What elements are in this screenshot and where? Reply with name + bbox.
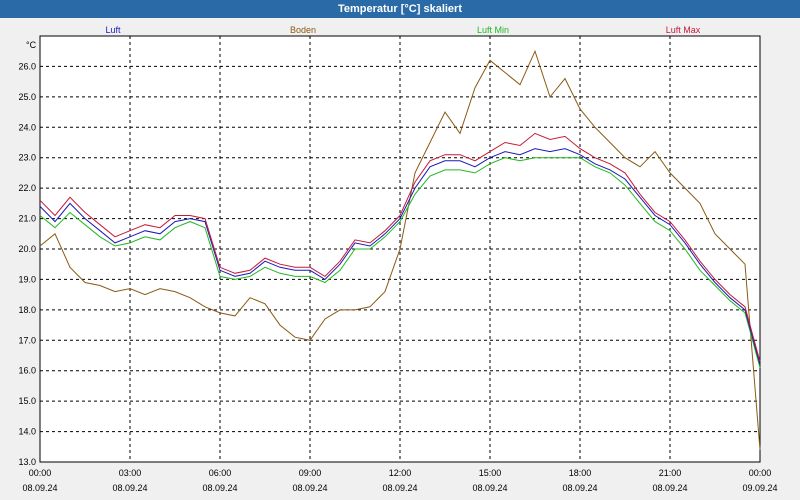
y-tick-label: 26.0 bbox=[18, 61, 36, 71]
x-tick-time: 03:00 bbox=[119, 468, 142, 478]
x-tick-time: 18:00 bbox=[569, 468, 592, 478]
y-tick-label: 17.0 bbox=[18, 335, 36, 345]
y-tick-label: 15.0 bbox=[18, 396, 36, 406]
legend-luft_min: Luft Min bbox=[477, 25, 509, 35]
x-tick-date: 08.09.24 bbox=[382, 483, 417, 493]
x-axis: 00:00 08.09.24 03:00 08.09.24 06:00 08.09.24 0… bbox=[22, 468, 777, 493]
y-tick-label: 16.0 bbox=[18, 366, 36, 376]
x-tick-time: 09:00 bbox=[299, 468, 322, 478]
x-tick-date: 08.09.24 bbox=[472, 483, 507, 493]
x-tick-date: 08.09.24 bbox=[652, 483, 687, 493]
y-tick-label: 22.0 bbox=[18, 183, 36, 193]
grid-lines bbox=[40, 36, 760, 462]
x-tick-time: 21:00 bbox=[659, 468, 682, 478]
temperature-chart: 13.0 14.0 15.0 16.0 17.0 18.0 19.0 20.0 21.0 22.0… bbox=[18, 25, 777, 493]
series-line-boden bbox=[39, 49, 761, 450]
legend-luft_max: Luft Max bbox=[666, 25, 701, 35]
y-tick-label: 20.0 bbox=[18, 244, 36, 254]
legend-boden: Boden bbox=[290, 25, 316, 35]
y-tick-label: 23.0 bbox=[18, 153, 36, 163]
x-tick-date: 08.09.24 bbox=[292, 483, 327, 493]
x-tick-date: 08.09.24 bbox=[22, 483, 57, 493]
x-tick-time: 12:00 bbox=[389, 468, 412, 478]
y-tick-label: 24.0 bbox=[18, 122, 36, 132]
x-tick-date: 08.09.24 bbox=[202, 483, 237, 493]
y-axis: 13.0 14.0 15.0 16.0 17.0 18.0 19.0 20.0 21.0 22.0… bbox=[18, 61, 36, 467]
y-axis-unit-label: °C bbox=[26, 40, 37, 50]
x-tick-time: 15:00 bbox=[479, 468, 502, 478]
y-tick-label: 19.0 bbox=[18, 274, 36, 284]
window-title: Temperatur [°C] skaliert bbox=[0, 0, 800, 18]
x-tick-date: 08.09.24 bbox=[562, 483, 597, 493]
x-tick-date: 09.09.24 bbox=[742, 483, 777, 493]
y-tick-label: 18.0 bbox=[18, 305, 36, 315]
series-line-luft bbox=[39, 148, 761, 365]
y-tick-label: 25.0 bbox=[18, 92, 36, 102]
legend-luft: Luft bbox=[105, 25, 121, 35]
y-tick-label: 14.0 bbox=[18, 427, 36, 437]
series-line-luft_min bbox=[39, 157, 761, 368]
y-tick-label: 13.0 bbox=[18, 457, 36, 467]
y-tick-label: 21.0 bbox=[18, 214, 36, 224]
x-tick-time: 00:00 bbox=[749, 468, 772, 478]
legend: Luft Boden Luft Min Luft Max bbox=[105, 25, 700, 35]
series-line-luft_max bbox=[39, 132, 761, 362]
x-tick-time: 06:00 bbox=[209, 468, 232, 478]
series-lines bbox=[39, 49, 761, 450]
x-tick-time: 00:00 bbox=[29, 468, 52, 478]
x-tick-date: 08.09.24 bbox=[112, 483, 147, 493]
